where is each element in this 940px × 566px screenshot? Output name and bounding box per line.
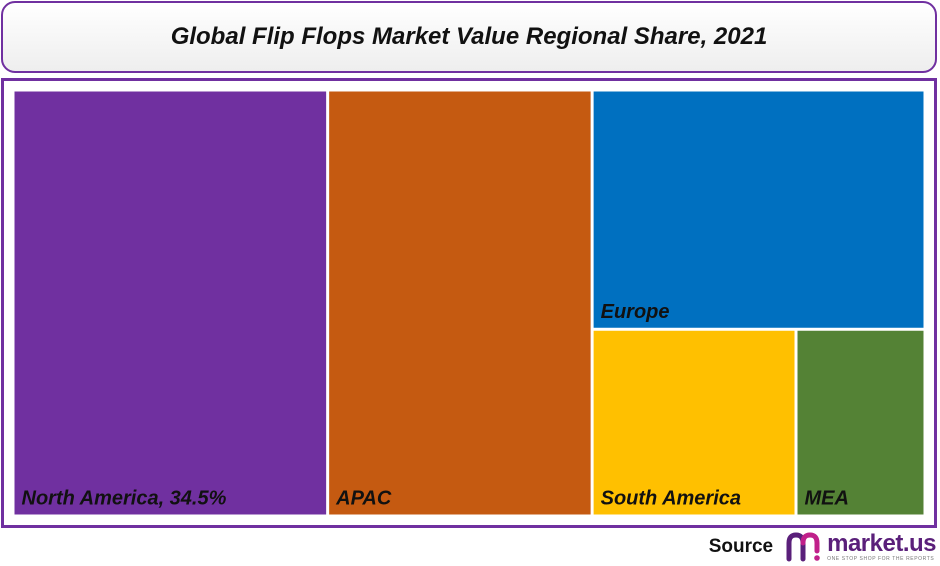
tile-label-south-america: South America <box>601 488 741 510</box>
tile-rect-south-america <box>593 330 795 515</box>
tile-rect-north-america <box>14 91 327 515</box>
treemap-frame: North America, 34.5% APAC Europe South Amer… <box>1 78 937 528</box>
tile-rect-apac <box>329 91 591 515</box>
tile-label-mea: MEA <box>805 488 849 510</box>
tile-europe: Europe <box>593 91 924 328</box>
treemap-chart: North America, 34.5% APAC Europe South Amer… <box>14 91 924 515</box>
tile-mea: MEA <box>797 330 924 515</box>
source-footer: Source market.us ONE STOP SHOP FOR THE R… <box>709 530 936 564</box>
brand-logo: market.us ONE STOP SHOP FOR THE REPORTS <box>785 531 936 563</box>
tile-label-north-america: North America, 34.5% <box>22 488 227 510</box>
tile-label-europe: Europe <box>601 301 670 323</box>
tile-north-america: North America, 34.5% <box>14 91 327 515</box>
tile-apac: APAC <box>329 91 591 515</box>
market-us-logo-icon <box>786 532 820 562</box>
chart-title-box: Global Flip Flops Market Value Regional … <box>1 1 937 73</box>
source-label: Source <box>708 536 774 557</box>
brand-name: market.us <box>827 530 936 557</box>
tile-south-america: South America <box>593 330 795 515</box>
tile-label-apac: APAC <box>335 488 392 510</box>
tile-rect-mea <box>797 330 924 515</box>
tile-rect-europe <box>593 91 924 328</box>
brand-tagline: ONE STOP SHOP FOR THE REPORTS <box>827 556 935 562</box>
chart-title: Global Flip Flops Market Value Regional … <box>170 23 768 50</box>
